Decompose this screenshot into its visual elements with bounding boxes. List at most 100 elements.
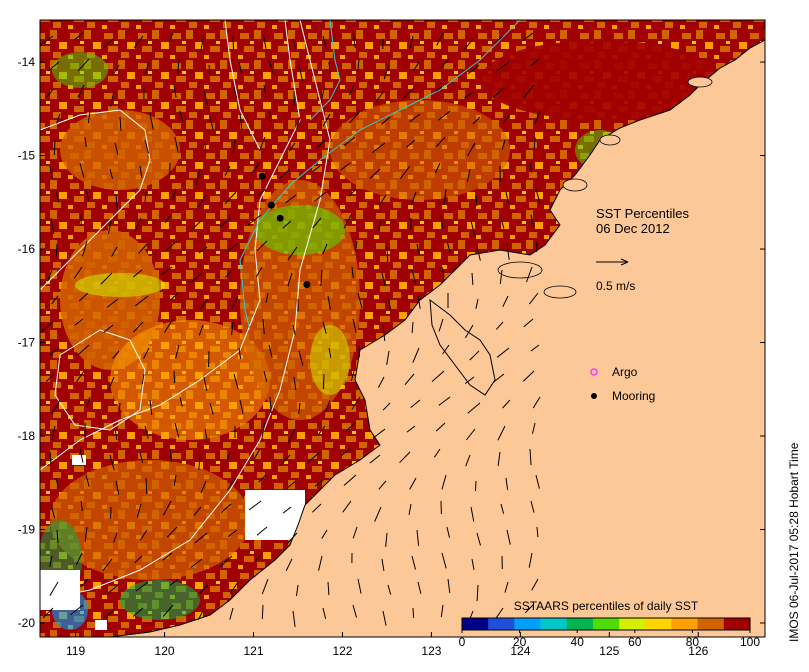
colorbar-cell <box>697 618 725 630</box>
current-vector <box>145 477 148 495</box>
y-tick-label: -14 <box>18 55 36 69</box>
current-vector <box>286 480 297 489</box>
current-vector <box>399 451 411 464</box>
current-vector <box>385 532 388 547</box>
current-vector <box>256 240 268 252</box>
current-vector <box>438 396 451 406</box>
current-vector <box>436 136 446 148</box>
current-vector <box>522 32 534 42</box>
current-vector <box>263 370 268 382</box>
current-vector <box>134 217 142 232</box>
current-vector <box>287 246 298 261</box>
x-tick-label: 121 <box>243 644 263 658</box>
colorbar-tick-label: 100 <box>740 635 760 649</box>
current-vector <box>470 506 475 522</box>
current-vector <box>352 32 356 48</box>
current-vector <box>251 162 261 174</box>
current-vector <box>78 292 89 302</box>
current-vector <box>191 220 202 230</box>
colorbar: SSTAARS percentiles of daily SST 0 20 40 60… <box>459 599 761 649</box>
colorbar-cell <box>488 618 515 630</box>
current-vector <box>409 113 421 123</box>
colorbar-cell <box>514 618 541 630</box>
current-vector <box>287 272 293 287</box>
current-vector <box>437 110 451 121</box>
current-vector <box>118 402 121 417</box>
current-vector <box>462 38 474 52</box>
current-vector <box>372 428 386 439</box>
current-vector <box>321 529 328 539</box>
x-tick-label: 123 <box>421 644 441 658</box>
current-vector <box>499 269 503 284</box>
current-vector <box>447 578 451 593</box>
current-vector <box>476 246 481 261</box>
current-vector <box>102 558 113 572</box>
current-vector <box>357 58 360 72</box>
colorbar-cell <box>619 618 646 630</box>
current-vector <box>45 373 55 383</box>
current-vector <box>49 165 53 179</box>
current-vector <box>505 477 509 490</box>
current-vector <box>293 376 297 390</box>
current-vector <box>381 558 385 571</box>
colorbar-tick-label: 20 <box>513 635 527 649</box>
x-tick-label: 124 <box>510 644 530 658</box>
current-vector <box>268 344 273 358</box>
current-vector <box>87 110 91 123</box>
mooring-symbol <box>591 393 597 399</box>
colorbar-cell <box>592 618 620 630</box>
current-vector <box>47 61 60 72</box>
current-vector <box>351 396 361 410</box>
current-vector <box>286 532 298 545</box>
current-vector <box>280 454 291 466</box>
current-vector <box>106 298 119 308</box>
current-vector <box>529 162 533 173</box>
current-vector <box>269 396 272 414</box>
current-vector <box>406 139 416 148</box>
current-vector <box>528 552 533 568</box>
current-vector <box>410 399 421 408</box>
current-vector <box>256 526 268 536</box>
current-vector <box>200 480 207 494</box>
current-vector <box>55 191 60 203</box>
y-tick-label: -16 <box>18 242 36 256</box>
current-vector <box>529 292 539 305</box>
current-vector <box>55 477 59 488</box>
current-vector <box>500 503 505 514</box>
current-vector <box>431 370 445 382</box>
current-vector <box>229 607 234 620</box>
current-vector <box>417 295 421 309</box>
current-vector <box>144 139 150 154</box>
current-vector <box>285 558 293 571</box>
current-vector <box>198 246 208 254</box>
current-vector <box>495 61 510 72</box>
current-vector <box>144 61 150 75</box>
current-vector <box>238 347 242 359</box>
x-tick-label: 120 <box>155 644 175 658</box>
current-vector <box>441 552 447 569</box>
mooring-markers <box>258 172 311 289</box>
current-vector <box>103 324 114 333</box>
current-vector <box>84 526 88 542</box>
current-vector <box>254 552 263 562</box>
current-vector <box>253 448 261 460</box>
current-vector <box>247 214 262 226</box>
current-vector <box>371 142 386 154</box>
y-axis: -14 -15 -16 -17 -18 -19 -20 <box>18 55 765 630</box>
current-vector <box>79 162 85 178</box>
current-vector <box>413 61 420 71</box>
current-vector <box>311 503 322 513</box>
current-vector <box>441 266 445 277</box>
current-vector <box>476 584 479 602</box>
argo-symbol <box>590 368 598 376</box>
colorbar-cell <box>462 618 489 630</box>
mooring-label: Mooring <box>612 389 655 403</box>
current-vector <box>345 422 356 433</box>
current-vector <box>139 165 143 178</box>
current-vector <box>231 295 239 310</box>
current-vector <box>506 529 511 545</box>
current-vector <box>229 581 239 594</box>
current-vector <box>173 84 177 98</box>
mooring-point <box>267 201 275 209</box>
current-vector <box>417 581 422 594</box>
